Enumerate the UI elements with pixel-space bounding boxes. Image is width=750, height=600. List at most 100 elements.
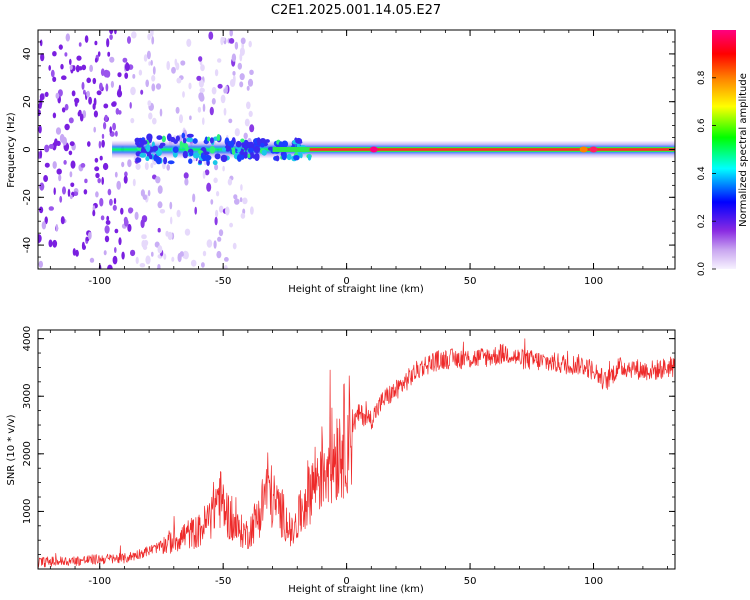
spectrogram-noise-mark — [179, 114, 183, 124]
spectrogram-noise-mark — [131, 31, 137, 39]
spectrogram-noise-mark — [107, 264, 113, 269]
spectrogram-noise-mark — [123, 216, 128, 224]
spectrogram-noise-mark — [116, 180, 121, 190]
spectrogram-noise-mark — [211, 98, 216, 105]
spectrogram-noise-mark — [127, 223, 132, 232]
spectrogram-noise-mark — [110, 80, 114, 88]
spectrogram-noise-mark — [93, 126, 96, 133]
spectrogram-noise-mark — [167, 231, 173, 241]
spectrogram-noise-mark — [135, 163, 141, 170]
spectrogram-panel: -100 -50 0 50 100 -40 -20 0 20 40 Height of stra… — [6, 29, 676, 295]
snr-line — [38, 338, 675, 568]
spectrogram-x-tick-label: 100 — [584, 276, 603, 287]
spectrogram-noise-mark — [103, 69, 110, 78]
spectrogram-noise-mark — [58, 44, 63, 50]
spectrogram-noise-mark — [132, 178, 136, 187]
spectrogram-noise-mark — [141, 215, 148, 223]
spectrogram-noise-mark — [198, 56, 203, 62]
spectrogram-noise-mark — [147, 100, 152, 107]
snr-y-tick-label: 3000 — [22, 384, 33, 409]
spectrogram-noise-mark — [220, 94, 226, 104]
spectrogram-band-mark — [275, 155, 280, 162]
spectrogram-noise-mark — [180, 60, 186, 66]
spectrogram-noise-mark — [202, 250, 207, 257]
spectrogram-noise-mark — [125, 62, 129, 71]
colorbar-label: Normalized spectral amplitude — [738, 73, 749, 227]
spectrogram-noise-mark — [52, 112, 57, 119]
spectrogram-noise-mark — [65, 33, 71, 42]
spectrogram-noise-mark — [215, 209, 219, 218]
spectrogram-band-mark — [179, 141, 183, 149]
spectrogram-band-mark — [293, 155, 300, 161]
spectrogram-band-mark — [189, 151, 194, 157]
spectrogram-noise-mark — [62, 186, 66, 195]
spectrogram-noise-mark — [44, 144, 50, 153]
spectrogram-noise-mark — [155, 83, 162, 90]
spectrogram-noise-mark — [229, 222, 234, 228]
spectrogram-noise-mark — [96, 90, 102, 96]
spectrogram-noise-mark — [209, 106, 214, 116]
spectrogram-noise-mark — [152, 66, 156, 75]
spectrogram-band-mark — [172, 146, 179, 153]
spectrogram-noise-mark — [99, 82, 103, 91]
spectrogram-y-ticks: -40 -20 0 20 40 — [22, 29, 675, 270]
spectrogram-noise-mark — [127, 36, 131, 44]
spectrogram-noise-mark — [249, 124, 255, 133]
spectrogram-noise-mark — [228, 38, 235, 44]
spectrogram-band-mark — [247, 153, 251, 159]
spectrogram-noise-mark — [157, 185, 163, 194]
spectrogram-noise-mark — [206, 239, 213, 248]
snr-y-tick-label: 2000 — [22, 441, 33, 466]
spectrogram-noise-mark — [127, 207, 133, 214]
spectrogram-noise-mark — [232, 71, 236, 76]
figure-title: C2E1.2025.001.14.05.E27 — [271, 3, 441, 18]
spectrogram-noise-mark — [221, 37, 225, 42]
spectrogram-band-mark — [221, 147, 227, 152]
spectrogram-noise-mark — [203, 160, 207, 166]
spectrogram-noise-mark — [142, 194, 148, 200]
spectrogram-noise-mark — [97, 178, 101, 184]
spectrogram-noise-mark — [106, 215, 110, 221]
spectrogram-noise-mark — [171, 256, 175, 262]
spectrogram-noise-mark — [79, 113, 84, 122]
spectrogram-noise-mark — [64, 103, 69, 111]
spectrogram-band-mark — [182, 150, 189, 159]
spectrogram-noise-mark — [54, 138, 58, 147]
colorbar-tick-label: 0.8 — [697, 70, 707, 85]
spectrogram-noise-mark — [246, 85, 250, 91]
spectrogram-noise-mark — [84, 178, 88, 184]
spectrogram-noise-mark — [98, 140, 102, 149]
spectrogram-noise-mark — [39, 39, 43, 47]
spectrogram-marks — [38, 30, 675, 269]
spectrogram-noise-mark — [86, 77, 91, 84]
spectrogram-noise-mark — [218, 205, 224, 213]
spectrogram-noise-mark — [200, 64, 205, 72]
spectrogram-noise-mark — [152, 117, 157, 125]
spectrogram-noise-mark — [143, 54, 148, 62]
spectrogram-noise-mark — [74, 97, 80, 104]
spectrogram-noise-mark — [112, 204, 117, 211]
spectrogram-noise-mark — [81, 64, 87, 71]
spectrogram-noise-mark — [210, 199, 214, 205]
spectrogram-band-mark — [286, 153, 292, 161]
spectrogram-band-mark — [167, 160, 175, 165]
spectrogram-noise-mark — [183, 250, 187, 256]
spectrogram-noise-mark — [233, 194, 238, 200]
spectrogram-noise-mark — [97, 51, 101, 57]
snr-y-tick-label: 1000 — [22, 499, 33, 524]
spectrogram-noise-mark — [223, 107, 227, 116]
spectrogram-noise-mark — [60, 216, 65, 225]
spectrogram-noise-mark — [214, 163, 219, 171]
spectrogram-band-mark — [182, 137, 187, 144]
colorbar-tick-label: 0.4 — [697, 166, 707, 181]
spectrogram-noise-mark — [143, 239, 149, 247]
spectrogram-noise-mark — [59, 195, 63, 203]
spectrogram-noise-mark — [94, 40, 98, 46]
spectrogram-noise-mark — [114, 171, 118, 178]
spectrogram-noise-mark — [64, 52, 68, 57]
spectrogram-noise-mark — [120, 207, 124, 215]
spectrogram-noise-mark — [208, 31, 214, 40]
spectrogram-noise-mark — [60, 63, 64, 70]
spectrogram-noise-mark — [144, 162, 149, 171]
spectrogram-noise-mark — [132, 74, 136, 79]
